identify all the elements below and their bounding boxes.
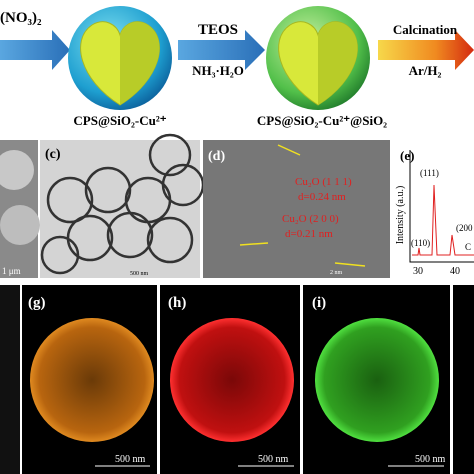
panel-label: (d) [208, 149, 225, 164]
panel-label: (e) [400, 148, 414, 163]
panel-label: (g) [28, 295, 46, 311]
arrow-label: Calcination [393, 22, 458, 37]
axis [409, 150, 474, 263]
annotation: Cu₂O (1 1 1) [295, 176, 352, 188]
scale-bar: 1 μm [2, 266, 21, 276]
x-tick-label: 30 [413, 266, 423, 277]
annotation: d=0.24 nm [298, 191, 346, 203]
sample-label: CPS@SiO₂-Cu²⁺@SiO₂ [257, 113, 387, 128]
annotation: Cu₂O (2 0 0) [282, 213, 339, 225]
panel-label: (i) [312, 295, 326, 311]
arrow-label: TEOS [198, 22, 238, 38]
element-map [30, 318, 154, 442]
scale-bar: 500 nm [115, 454, 146, 465]
scale-bar: 500 nm [130, 271, 149, 277]
element-map [315, 318, 439, 442]
hrtem-panel [203, 140, 390, 278]
xrd-curve [412, 184, 474, 256]
axis-label: Intensity (a.u.) [395, 186, 406, 245]
peak-label: (110) [411, 238, 430, 248]
panel-label: (h) [168, 295, 186, 311]
scale-bar: 500 nm [415, 454, 446, 465]
peak-label: (200 [456, 223, 473, 233]
heart-half [120, 21, 160, 105]
panel-label: (c) [45, 147, 61, 162]
scale-bar: 500 nm [258, 454, 289, 465]
particle [0, 205, 40, 245]
sample-label: CPS@SiO₂-Cu²⁺ [73, 113, 166, 128]
arrow-label: NH₃·H₂O [192, 63, 244, 78]
hollow-spheres [40, 133, 205, 275]
particle [0, 150, 34, 190]
reagent: (NO₃)₂ [0, 10, 42, 26]
eds-panel [453, 285, 474, 474]
arrow [0, 30, 70, 70]
heart-half [318, 21, 358, 105]
arrow [178, 30, 265, 70]
element-map [170, 318, 294, 442]
arrow-label: Ar/H₂ [409, 63, 442, 78]
annotation: d=0.21 nm [285, 228, 333, 240]
scale-bar: 2 nm [330, 270, 343, 276]
fringe-markers [239, 144, 366, 267]
peak-label: (111) [420, 168, 439, 178]
x-tick-label: 40 [450, 266, 460, 277]
reference-label: C [465, 242, 471, 252]
arrow [378, 30, 474, 70]
haadf-panel [0, 285, 20, 474]
